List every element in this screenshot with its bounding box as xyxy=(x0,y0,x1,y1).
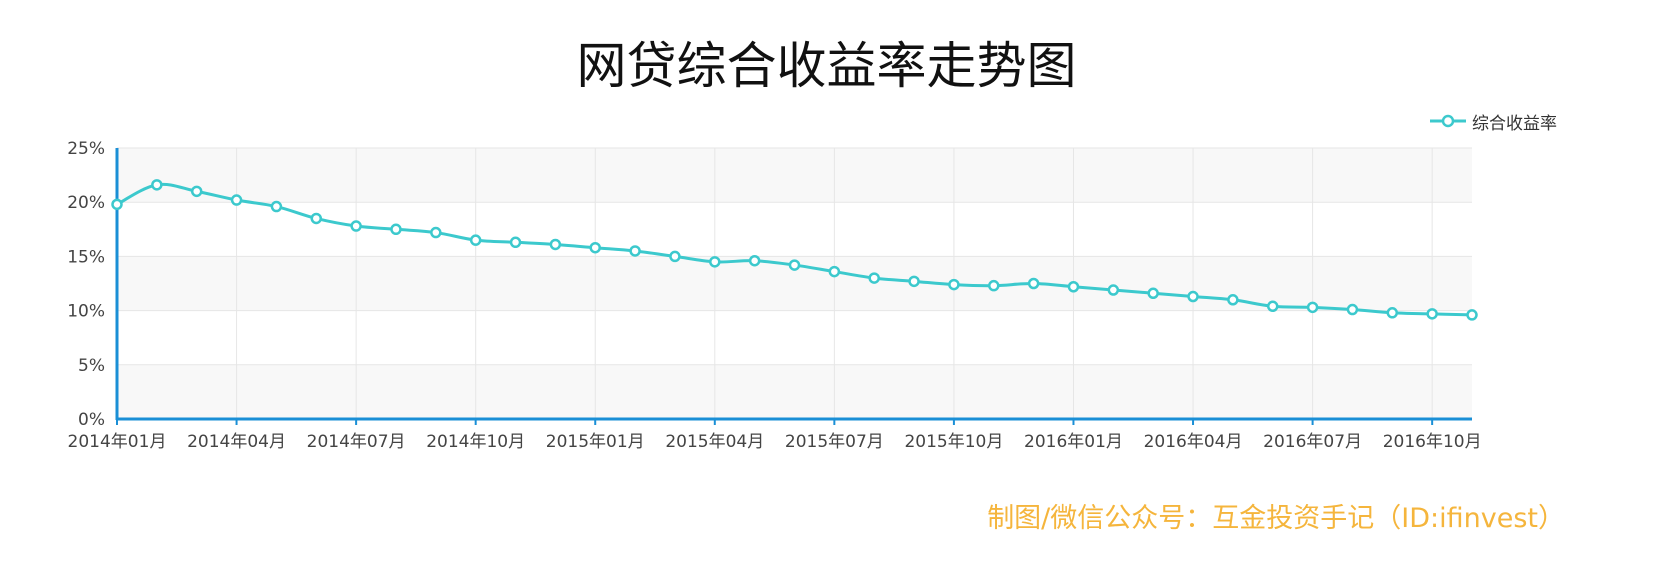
data-point[interactable] xyxy=(629,245,641,257)
data-point[interactable] xyxy=(111,198,123,211)
x-tick-label: 2014年07月 xyxy=(307,432,406,452)
data-point[interactable] xyxy=(509,236,522,249)
data-point[interactable] xyxy=(151,179,163,191)
data-point[interactable] xyxy=(868,272,880,284)
data-point[interactable] xyxy=(1266,300,1279,313)
data-point[interactable] xyxy=(1227,294,1239,306)
data-point[interactable] xyxy=(1107,284,1120,296)
data-point[interactable] xyxy=(788,259,801,271)
data-point[interactable] xyxy=(1147,287,1159,300)
data-point[interactable] xyxy=(908,275,920,288)
legend-entry-label: 综合收益率 xyxy=(1472,113,1557,134)
data-point[interactable] xyxy=(1187,290,1199,303)
data-point[interactable] xyxy=(190,185,203,198)
data-point[interactable] xyxy=(430,226,442,239)
data-point[interactable] xyxy=(709,256,721,268)
legend-line-marker-icon xyxy=(1430,114,1466,128)
data-point[interactable] xyxy=(1027,277,1040,290)
data-point[interactable] xyxy=(469,234,482,246)
data-point[interactable] xyxy=(1067,281,1080,293)
data-point[interactable] xyxy=(230,194,243,206)
data-point[interactable] xyxy=(270,200,283,213)
x-tick-label: 2015年07月 xyxy=(785,432,884,452)
x-tick-label: 2015年04月 xyxy=(665,432,764,452)
data-point[interactable] xyxy=(948,278,960,291)
grid-band xyxy=(117,148,1472,203)
data-point[interactable] xyxy=(390,223,402,236)
x-tick-label: 2016年04月 xyxy=(1144,432,1243,452)
x-tick-label: 2016年10月 xyxy=(1383,432,1482,452)
y-tick-label: 5% xyxy=(78,356,105,376)
y-tick-label: 20% xyxy=(67,193,105,213)
data-point[interactable] xyxy=(828,265,841,278)
x-tick-label: 2016年07月 xyxy=(1263,432,1362,452)
x-tick-label: 2014年04月 xyxy=(187,432,286,452)
x-tick-label: 2015年10月 xyxy=(904,432,1003,452)
y-tick-label: 10% xyxy=(67,302,105,322)
data-point[interactable] xyxy=(988,279,1000,292)
data-point[interactable] xyxy=(549,238,562,251)
data-point[interactable] xyxy=(669,250,681,263)
data-point[interactable] xyxy=(350,220,362,232)
data-point[interactable] xyxy=(310,212,323,225)
grid-band xyxy=(117,364,1472,419)
legend[interactable]: 综合收益率 xyxy=(1430,108,1557,134)
data-point[interactable] xyxy=(1426,308,1438,320)
data-point[interactable] xyxy=(1466,309,1478,321)
y-tick-label: 0% xyxy=(78,410,105,430)
data-point[interactable] xyxy=(1306,301,1319,314)
y-tick-label: 25% xyxy=(67,139,105,159)
credit-text: 制图/微信公众号：互金投资手记（ID:ifinvest） xyxy=(987,503,1565,534)
data-point[interactable] xyxy=(1346,303,1359,316)
data-point[interactable] xyxy=(589,241,601,254)
data-point[interactable] xyxy=(748,254,761,267)
y-tick-label: 15% xyxy=(67,247,105,267)
data-point[interactable] xyxy=(1386,307,1399,319)
x-tick-label: 2014年01月 xyxy=(68,432,167,452)
x-tick-label: 2014年10月 xyxy=(426,432,525,452)
x-tick-label: 2015年01月 xyxy=(546,432,645,452)
x-tick-label: 2016年01月 xyxy=(1024,432,1123,452)
chart-title: 网贷综合收益率走势图 xyxy=(576,37,1077,95)
